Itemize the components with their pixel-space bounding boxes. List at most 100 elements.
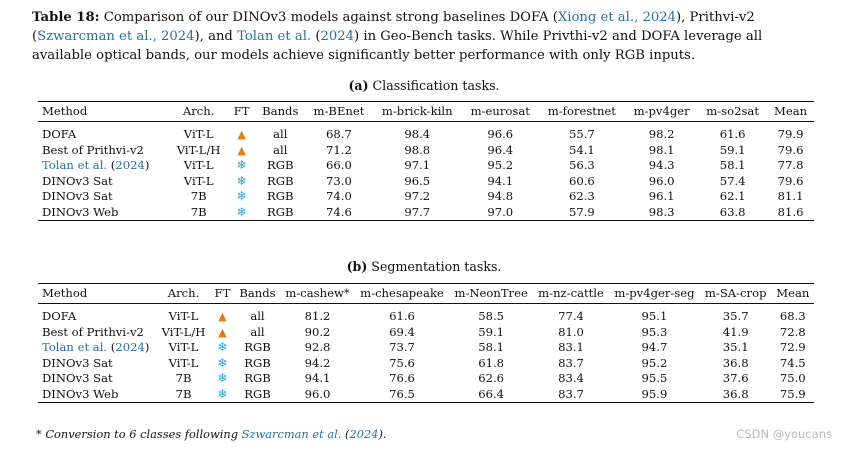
value-cell: 98.3 [625, 204, 699, 221]
caption-text: Comparison of our DINOv3 models against … [99, 10, 558, 25]
arch-cell: ViT-L/H [161, 324, 206, 339]
fire-icon: ▲ [218, 310, 227, 323]
footnote: * Conversion to 6 classes following Szwa… [36, 427, 387, 441]
arch-cell: 7B [156, 386, 211, 403]
value-cell: 68.3 [779, 309, 806, 323]
value-cell: 94.8 [487, 189, 514, 203]
value-cell: 59.1 [719, 142, 746, 157]
bands-cell: all [250, 309, 265, 323]
table-row: Best of Prithvi-v2 ViT-L/H ▲ all 90.2 69.4 59.… [38, 325, 814, 341]
value-cell: 97.0 [462, 204, 539, 221]
method-cell: DINOv3 Sat [42, 189, 113, 203]
value-cell: 81.1 [777, 189, 804, 203]
arch-cell: ViT-L [168, 340, 199, 354]
citation-link-xiong[interactable]: Xiong et al., 2024 [557, 10, 677, 25]
value-cell: 72.8 [779, 324, 806, 339]
value-cell: 62.3 [568, 189, 595, 203]
ft-cell: ▲ [210, 325, 235, 341]
value-cell: 79.6 [777, 142, 804, 157]
value-cell: 95.2 [641, 355, 668, 370]
bands-cell: RGB [234, 386, 281, 403]
citation-link-tolan[interactable]: Tolan et al. [237, 29, 312, 44]
value-cell: 96.1 [648, 189, 675, 203]
subtitle-text: Segmentation tasks. [367, 259, 502, 274]
citation-link-tolan-year[interactable]: 2024 [320, 29, 355, 44]
value-cell: 75.9 [771, 386, 814, 403]
value-cell: 96.4 [487, 142, 514, 157]
column-header: m-forestnet [538, 101, 626, 122]
value-cell: 92.8 [304, 340, 331, 354]
column-header: Method [38, 283, 157, 304]
column-header: Mean [771, 283, 814, 304]
citation-link-szwarcman[interactable]: Szwarcman et al., 2024 [37, 29, 195, 44]
table-row: DINOv3 Sat 7B ❄ RGB 74.0 97.2 94.8 62.3 96.1 62.1… [38, 189, 814, 205]
watermark: CSDN @youcans [736, 427, 832, 441]
value-cell: 54.1 [568, 142, 595, 157]
value-cell: 97.2 [404, 189, 431, 203]
value-cell: 62.6 [478, 371, 505, 385]
citation-link-tolan-year[interactable]: 2024 [115, 340, 145, 354]
value-cell: 74.5 [779, 355, 806, 370]
value-cell: 96.0 [280, 386, 355, 403]
column-header: Bands [234, 283, 281, 304]
value-cell: 73.0 [326, 173, 352, 188]
column-header: m-SA-crop [699, 283, 772, 304]
column-header: m-chesapeake [354, 283, 450, 304]
snowflake-icon: ❄ [236, 204, 247, 219]
column-header: m-eurosat [462, 101, 539, 122]
table-row: Tolan et al. (2024) ViT-L ❄ RGB 92.8 73.7 58.1… [38, 340, 814, 356]
value-cell: 97.1 [404, 158, 431, 172]
value-cell: 74.6 [305, 204, 373, 221]
ft-cell: ❄ [228, 204, 256, 221]
snowflake-icon: ❄ [217, 355, 228, 370]
citation-link-tolan[interactable]: Tolan et al. [42, 158, 108, 172]
column-header: m-brick-kiln [372, 101, 462, 122]
value-cell: 79.6 [777, 173, 804, 188]
arch-cell: ViT-L [183, 127, 214, 141]
method-cell: DINOv3 Sat [42, 371, 113, 385]
caption-label: Table 18: [32, 10, 100, 25]
snowflake-icon: ❄ [236, 173, 247, 188]
value-cell: 95.9 [608, 386, 700, 403]
column-header: FT [228, 101, 256, 122]
method-cell: DOFA [42, 309, 77, 323]
footnote-marker: * [36, 427, 42, 441]
value-cell: 59.1 [478, 324, 505, 339]
column-header: m-nz-cattle [533, 283, 609, 304]
value-cell: 76.5 [354, 386, 450, 403]
citation-link-szwarcman[interactable]: Szwarcman et al. [241, 427, 342, 441]
value-cell: 72.9 [779, 340, 806, 354]
bands-cell: all [273, 142, 288, 157]
column-header: Arch. [156, 283, 211, 304]
value-cell: 95.3 [641, 324, 668, 339]
method-cell: DINOv3 Web [38, 204, 170, 221]
value-cell: 94.1 [304, 371, 331, 385]
method-cell: Tolan et al. (2024) [42, 340, 150, 354]
table-row: DINOv3 Sat 7B ❄ RGB 94.1 76.6 62.6 83.4 95.5 37.6… [38, 371, 814, 387]
method-cell: Best of Prithvi-v2 [42, 142, 144, 157]
value-cell: 77.4 [558, 309, 584, 323]
classification-subtitle: (a) Classification tasks. [0, 78, 848, 93]
value-cell: 97.7 [372, 204, 462, 221]
value-cell: 74.0 [326, 189, 352, 203]
value-cell: 76.6 [389, 371, 415, 385]
method-cell: DOFA [42, 127, 77, 141]
value-cell: 81.0 [558, 324, 584, 339]
ft-cell: ▲ [228, 122, 255, 143]
subtitle-text: Classification tasks. [368, 78, 500, 93]
table-row: DINOv3 Sat ViT-L ❄ RGB 73.0 96.5 94.1 60.6 96.0 5… [38, 174, 814, 190]
value-cell: 81.6 [767, 204, 814, 221]
arch-cell: 7B [175, 371, 192, 385]
value-cell: 79.9 [777, 127, 804, 141]
fire-icon: ▲ [237, 143, 246, 157]
footnote-text: ). [378, 427, 387, 441]
table-row: Tolan et al. (2024) ViT-L ❄ RGB 66.0 97.1 95.2… [38, 158, 814, 174]
value-cell: 81.2 [304, 309, 331, 323]
bands-cell: RGB [267, 189, 294, 203]
citation-link-tolan[interactable]: Tolan et al. [42, 340, 108, 354]
citation-link-year[interactable]: 2024 [349, 427, 379, 441]
fire-icon: ▲ [237, 128, 246, 141]
footnote-text: ( [341, 427, 350, 441]
citation-link-tolan-year[interactable]: 2024 [115, 158, 145, 172]
ft-cell: ❄ [210, 356, 235, 372]
